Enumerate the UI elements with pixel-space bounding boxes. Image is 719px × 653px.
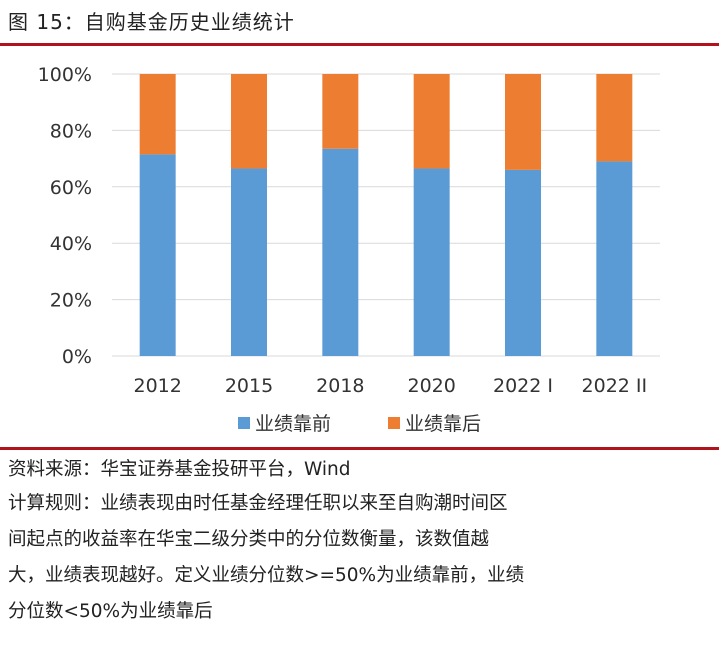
notes-divider [0,447,719,450]
y-tick-label: 100% [38,64,92,86]
legend-label-0: 业绩靠前 [255,413,331,435]
bar-front-3 [413,168,450,356]
y-tick-label: 80% [50,120,92,142]
y-tick-label: 40% [50,233,92,255]
y-tick-label: 0% [62,346,92,368]
x-tick-label: 2022 II [582,375,648,397]
y-tick-label: 60% [50,177,92,199]
bar-back-3 [413,74,450,169]
rule-line-2: 间起点的收益率在华宝二级分类中的分位数衡量，该数值越 [8,529,490,550]
stacked-bar-chart: 0% 20% 40% 60% 80% 100% 2012 2015 2018 2020 2022 … [38,64,660,435]
bar-back-2 [322,74,359,149]
legend-label-1: 业绩靠后 [405,413,481,435]
rule-line-4: 分位数<50%为业绩靠后 [8,601,213,622]
bar-front-2 [322,148,359,356]
x-tick-label: 2020 [407,375,455,397]
bar-front-1 [231,168,267,356]
legend-swatch-0 [238,417,250,429]
x-tick-label: 2022 I [493,375,553,397]
y-axis-ticks: 0% 20% 40% 60% 80% 100% [38,64,92,368]
rule-line-3: 大，业绩表现越好。定义业绩分位数>=50%为业绩靠前，业绩 [8,565,525,586]
bar-back-4 [505,74,541,170]
legend-swatch-1 [388,417,400,429]
bars [139,74,633,356]
x-tick-label: 2018 [316,375,364,397]
grid-lines [112,73,660,357]
y-tick-label: 20% [50,290,92,312]
source-note: 资料来源：华宝证券基金投研平台，Wind [8,459,351,480]
figure-title: 图 15：自购基金历史业绩统计 [8,10,295,34]
bar-back-1 [231,74,267,169]
rule-line-1: 计算规则：业绩表现由时任基金经理任职以来至自购潮时间区 [8,493,508,514]
bar-front-4 [505,169,541,356]
x-axis-ticks: 2012 2015 2018 2020 2022 I 2022 II [133,375,647,397]
bar-back-0 [139,74,176,155]
x-tick-label: 2012 [133,375,181,397]
bar-front-5 [596,161,633,356]
bar-front-0 [139,154,176,356]
title-divider [0,43,719,46]
legend: 业绩靠前 业绩靠后 [238,413,481,435]
x-tick-label: 2015 [225,375,273,397]
bar-back-5 [596,74,633,162]
